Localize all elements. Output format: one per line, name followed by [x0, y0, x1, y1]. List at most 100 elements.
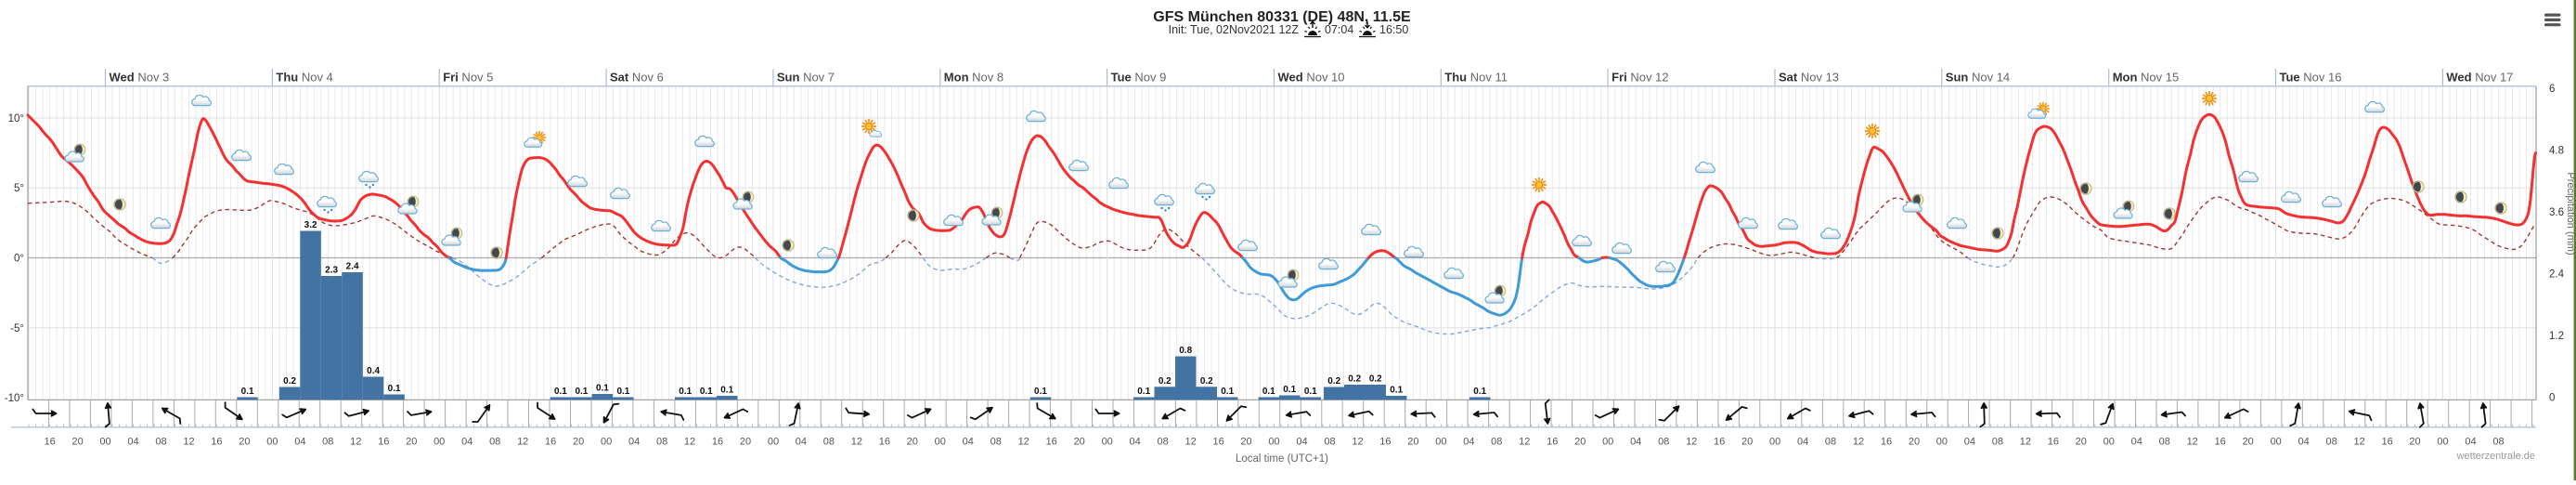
svg-text:04: 04 [963, 437, 974, 448]
svg-text:00: 00 [2437, 437, 2448, 448]
svg-text:2.4: 2.4 [346, 262, 359, 272]
svg-text:12: 12 [2353, 437, 2364, 448]
svg-text:16: 16 [1714, 437, 1725, 448]
svg-text:0°: 0° [14, 254, 24, 265]
svg-text:Tue Nov 16: Tue Nov 16 [2280, 71, 2342, 85]
svg-text:12: 12 [2020, 437, 2031, 448]
svg-text:08: 08 [1825, 437, 1836, 448]
svg-text:3.6: 3.6 [2549, 207, 2564, 218]
svg-text:0.1: 0.1 [700, 387, 713, 397]
svg-text:Fri Nov 5: Fri Nov 5 [443, 71, 493, 85]
svg-text:0.2: 0.2 [283, 376, 296, 387]
svg-text:1.2: 1.2 [2549, 331, 2564, 342]
svg-text:16: 16 [378, 437, 389, 448]
svg-text:Precipitation (mm): Precipitation (mm) [2565, 172, 2576, 255]
svg-text:04: 04 [2131, 437, 2142, 448]
svg-text:0.1: 0.1 [241, 387, 254, 397]
svg-text:08: 08 [2492, 437, 2504, 448]
svg-text:04: 04 [628, 437, 640, 448]
svg-text:00: 00 [1268, 437, 1279, 448]
svg-text:16: 16 [1212, 437, 1223, 448]
svg-text:12: 12 [1018, 437, 1029, 448]
svg-text:Local time (UTC+1): Local time (UTC+1) [1236, 453, 1328, 465]
svg-text:3.2: 3.2 [304, 220, 317, 230]
svg-text:00: 00 [601, 437, 612, 448]
svg-text:2.4: 2.4 [2549, 269, 2565, 281]
svg-text:20: 20 [1240, 437, 1251, 448]
svg-text:00: 00 [1602, 437, 1613, 448]
svg-text:0.1: 0.1 [1473, 387, 1486, 397]
svg-text:12: 12 [1853, 437, 1864, 448]
svg-text:0.2: 0.2 [1200, 376, 1213, 387]
svg-text:Wed Nov 10: Wed Nov 10 [1278, 71, 1345, 85]
svg-text:04: 04 [1964, 437, 1975, 448]
svg-text:00: 00 [99, 437, 110, 448]
svg-text:Sun Nov 7: Sun Nov 7 [777, 71, 835, 85]
svg-text:12: 12 [684, 437, 695, 448]
svg-text:0.1: 0.1 [1221, 387, 1234, 397]
svg-text:04: 04 [127, 437, 138, 448]
svg-text:07:04: 07:04 [1325, 23, 1353, 36]
svg-text:0.1: 0.1 [1034, 387, 1047, 397]
svg-text:0.1: 0.1 [1304, 387, 1317, 397]
svg-text:12: 12 [350, 437, 361, 448]
svg-text:00: 00 [2271, 437, 2282, 448]
svg-text:Sun Nov 14: Sun Nov 14 [1946, 71, 2010, 85]
svg-text:08: 08 [322, 437, 333, 448]
svg-text:20: 20 [1074, 437, 1085, 448]
svg-text:04: 04 [1630, 437, 1641, 448]
svg-text:0.1: 0.1 [679, 387, 692, 397]
svg-text:16: 16 [2381, 437, 2392, 448]
svg-text:0.1: 0.1 [554, 387, 567, 397]
svg-text:0.1: 0.1 [1137, 387, 1150, 397]
svg-text:0.2: 0.2 [1159, 376, 1171, 387]
svg-text:04: 04 [1296, 437, 1307, 448]
svg-text:04: 04 [461, 437, 472, 448]
svg-text:16: 16 [2048, 437, 2059, 448]
svg-text:16:50: 16:50 [1379, 23, 1408, 36]
svg-text:0.8: 0.8 [1179, 346, 1192, 356]
svg-text:08: 08 [1491, 437, 1502, 448]
svg-text:0.1: 0.1 [575, 387, 588, 397]
svg-text:Tue Nov 9: Tue Nov 9 [1111, 71, 1167, 85]
svg-text:Sat Nov 6: Sat Nov 6 [610, 71, 664, 85]
svg-text:0.1: 0.1 [596, 384, 609, 394]
svg-text:-10°: -10° [5, 393, 24, 404]
svg-text:08: 08 [2325, 437, 2337, 448]
svg-text:Init: Tue, 02Nov2021 12Z: Init: Tue, 02Nov2021 12Z [1169, 23, 1300, 36]
svg-text:0.1: 0.1 [1390, 386, 1403, 396]
svg-text:08: 08 [489, 437, 500, 448]
svg-text:0.1: 0.1 [1262, 387, 1275, 397]
svg-text:08: 08 [823, 437, 835, 448]
svg-text:00: 00 [1435, 437, 1446, 448]
svg-text:12: 12 [183, 437, 194, 448]
svg-text:20: 20 [71, 437, 83, 448]
svg-text:04: 04 [2298, 437, 2309, 448]
svg-text:10°: 10° [8, 113, 24, 125]
svg-text:2.3: 2.3 [325, 266, 338, 276]
svg-text:00: 00 [1936, 437, 1948, 448]
svg-text:Wed Nov 17: Wed Nov 17 [2446, 71, 2513, 85]
svg-text:00: 00 [2104, 437, 2115, 448]
svg-text:20: 20 [1574, 437, 1586, 448]
svg-text:5°: 5° [14, 183, 24, 194]
svg-text:04: 04 [1129, 437, 1140, 448]
svg-text:-5°: -5° [10, 323, 24, 334]
svg-text:12: 12 [851, 437, 862, 448]
svg-text:16: 16 [1046, 437, 1057, 448]
svg-text:20: 20 [406, 437, 417, 448]
svg-text:16: 16 [1881, 437, 1892, 448]
svg-text:Fri Nov 12: Fri Nov 12 [1612, 71, 1668, 85]
svg-text:0: 0 [2549, 393, 2555, 404]
svg-text:0.1: 0.1 [616, 387, 629, 397]
svg-text:20: 20 [2409, 437, 2420, 448]
svg-text:20: 20 [239, 437, 250, 448]
svg-text:Thu Nov 11: Thu Nov 11 [1444, 71, 1508, 85]
svg-text:Mon Nov 15: Mon Nov 15 [2113, 71, 2180, 85]
svg-text:16: 16 [211, 437, 222, 448]
svg-text:GFS München 80331 (DE) 48N, 11: GFS München 80331 (DE) 48N, 11.5E [1153, 9, 1411, 25]
svg-text:0.2: 0.2 [1348, 374, 1361, 385]
svg-text:Sat Nov 13: Sat Nov 13 [1779, 71, 1839, 85]
svg-text:16: 16 [2215, 437, 2226, 448]
svg-text:12: 12 [1352, 437, 1363, 448]
